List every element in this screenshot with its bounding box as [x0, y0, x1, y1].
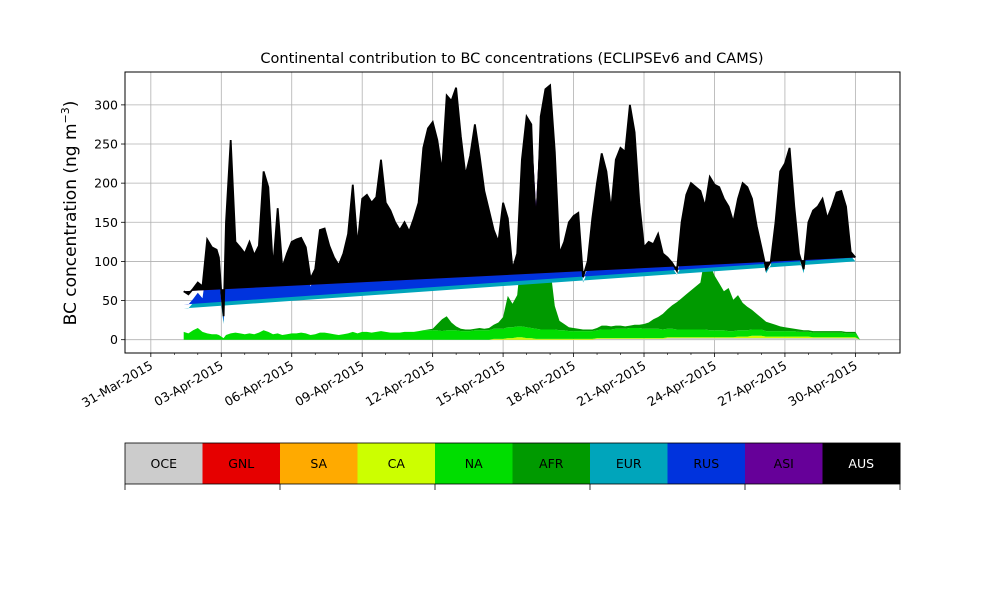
x-tick-label: 06-Apr-2015: [222, 358, 296, 410]
area-oce: [183, 338, 879, 340]
y-tick-label: 250: [94, 137, 118, 152]
y-axis: 0 50 100 150 200 250 300: [94, 97, 125, 347]
y-tick-label: 0: [110, 332, 118, 347]
stacked-areas: [183, 85, 879, 340]
legend-label-eur: EUR: [616, 456, 642, 471]
chart-title: Continental contribution to BC concentra…: [260, 51, 763, 67]
y-axis-label-close: ): [61, 101, 81, 108]
y-tick-label: 100: [94, 254, 118, 269]
colorbar-legend: OCE GNL SA CA NA AFR EUR RUS ASI AUS: [124, 442, 901, 490]
y-tick-label: 150: [94, 215, 118, 230]
area-na: [183, 326, 879, 340]
total-outline: [183, 83, 857, 317]
legend-label-afr: AFR: [539, 456, 564, 471]
legend-swatch-aus: [822, 443, 901, 484]
legend-swatch-na: [435, 443, 513, 484]
legend-swatch-oce: [125, 443, 203, 484]
legend-label-sa: SA: [310, 456, 327, 471]
y-tick-label: 300: [94, 97, 118, 112]
x-tick-label: 27-Apr-2015: [715, 358, 789, 410]
y-axis-label-main: BC concentration (ng m: [61, 123, 81, 325]
y-axis-label-exponent: −3: [59, 107, 72, 123]
legend-label-rus: RUS: [693, 456, 719, 471]
y-axis-label: BC concentration (ng m−3): [59, 101, 81, 326]
area-ca: [183, 335, 879, 340]
x-tick-label: 30-Apr-2015: [785, 358, 859, 410]
legend-label-aus: AUS: [848, 456, 874, 471]
x-axis: 31-Mar-201503-Apr-201506-Apr-201509-Apr-…: [79, 353, 880, 411]
legend-swatch-asi: [745, 443, 823, 484]
x-tick-label: 31-Mar-2015: [79, 358, 155, 411]
legend-swatch-afr: [512, 443, 591, 484]
legend-swatch-rus: [667, 443, 746, 484]
legend-label-na: NA: [465, 456, 483, 471]
legend-label-asi: ASI: [774, 456, 794, 471]
legend-label-oce: OCE: [151, 456, 178, 471]
plot-frame: [124, 71, 901, 354]
legend-label-gnl: GNL: [228, 456, 254, 471]
x-tick-label: 18-Apr-2015: [504, 358, 578, 410]
x-tick-label: 24-Apr-2015: [645, 358, 719, 410]
colorbar-frame: [124, 442, 901, 485]
area-aus: [183, 85, 856, 317]
x-tick-label: 15-Apr-2015: [433, 358, 507, 410]
legend-swatch-ca: [357, 443, 436, 484]
y-tick-label: 50: [102, 293, 118, 308]
legend-swatch-gnl: [202, 443, 281, 484]
legend-swatch-eur: [590, 443, 668, 484]
x-tick-label: 03-Apr-2015: [151, 358, 225, 410]
x-tick-label: 21-Apr-2015: [574, 358, 648, 410]
legend-swatch-sa: [280, 443, 358, 484]
x-tick-label: 09-Apr-2015: [292, 358, 366, 410]
x-tick-label: 12-Apr-2015: [363, 358, 437, 410]
legend-label-ca: CA: [388, 456, 406, 471]
y-tick-label: 200: [94, 176, 118, 191]
